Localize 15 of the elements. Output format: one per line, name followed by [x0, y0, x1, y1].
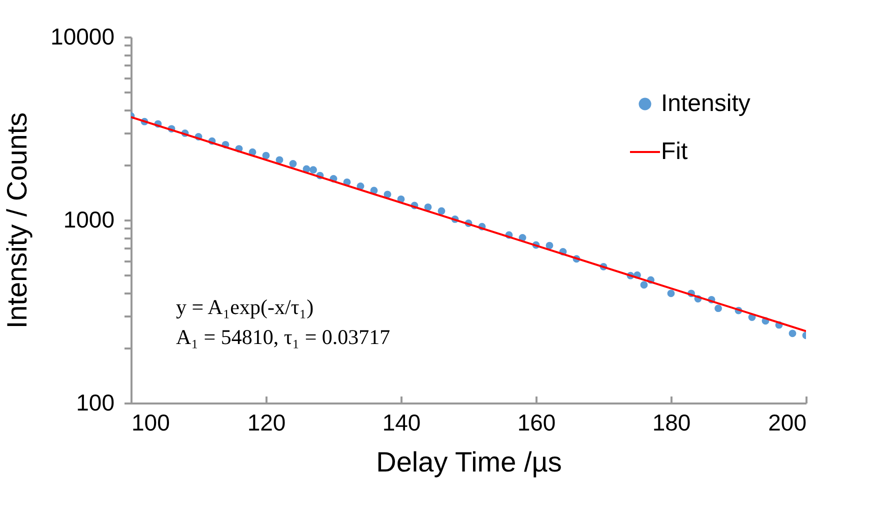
- y-axis-title: Intensity / Counts: [2, 112, 33, 329]
- annotation: A₁ = 54810, τ₁ = 0.03717: [176, 325, 390, 349]
- annotation: y = A₁exp(-x/τ₁): [176, 295, 314, 319]
- y-tick-label: 10000: [50, 24, 114, 50]
- legend-label: Fit: [661, 138, 688, 165]
- x-tick-label: 180: [652, 410, 691, 436]
- x-tick-label: 120: [247, 410, 286, 436]
- y-tick-label: 100: [76, 390, 114, 416]
- legend-label: Intensity: [661, 90, 750, 117]
- x-tick-label: 160: [517, 410, 556, 436]
- x-tick-label: 200: [768, 410, 806, 436]
- x-tick-label: 140: [382, 410, 421, 436]
- x-axis-title: Delay Time /µs: [376, 446, 562, 478]
- y-tick-label: 1000: [63, 206, 114, 232]
- x-tick-label: 100: [132, 410, 170, 436]
